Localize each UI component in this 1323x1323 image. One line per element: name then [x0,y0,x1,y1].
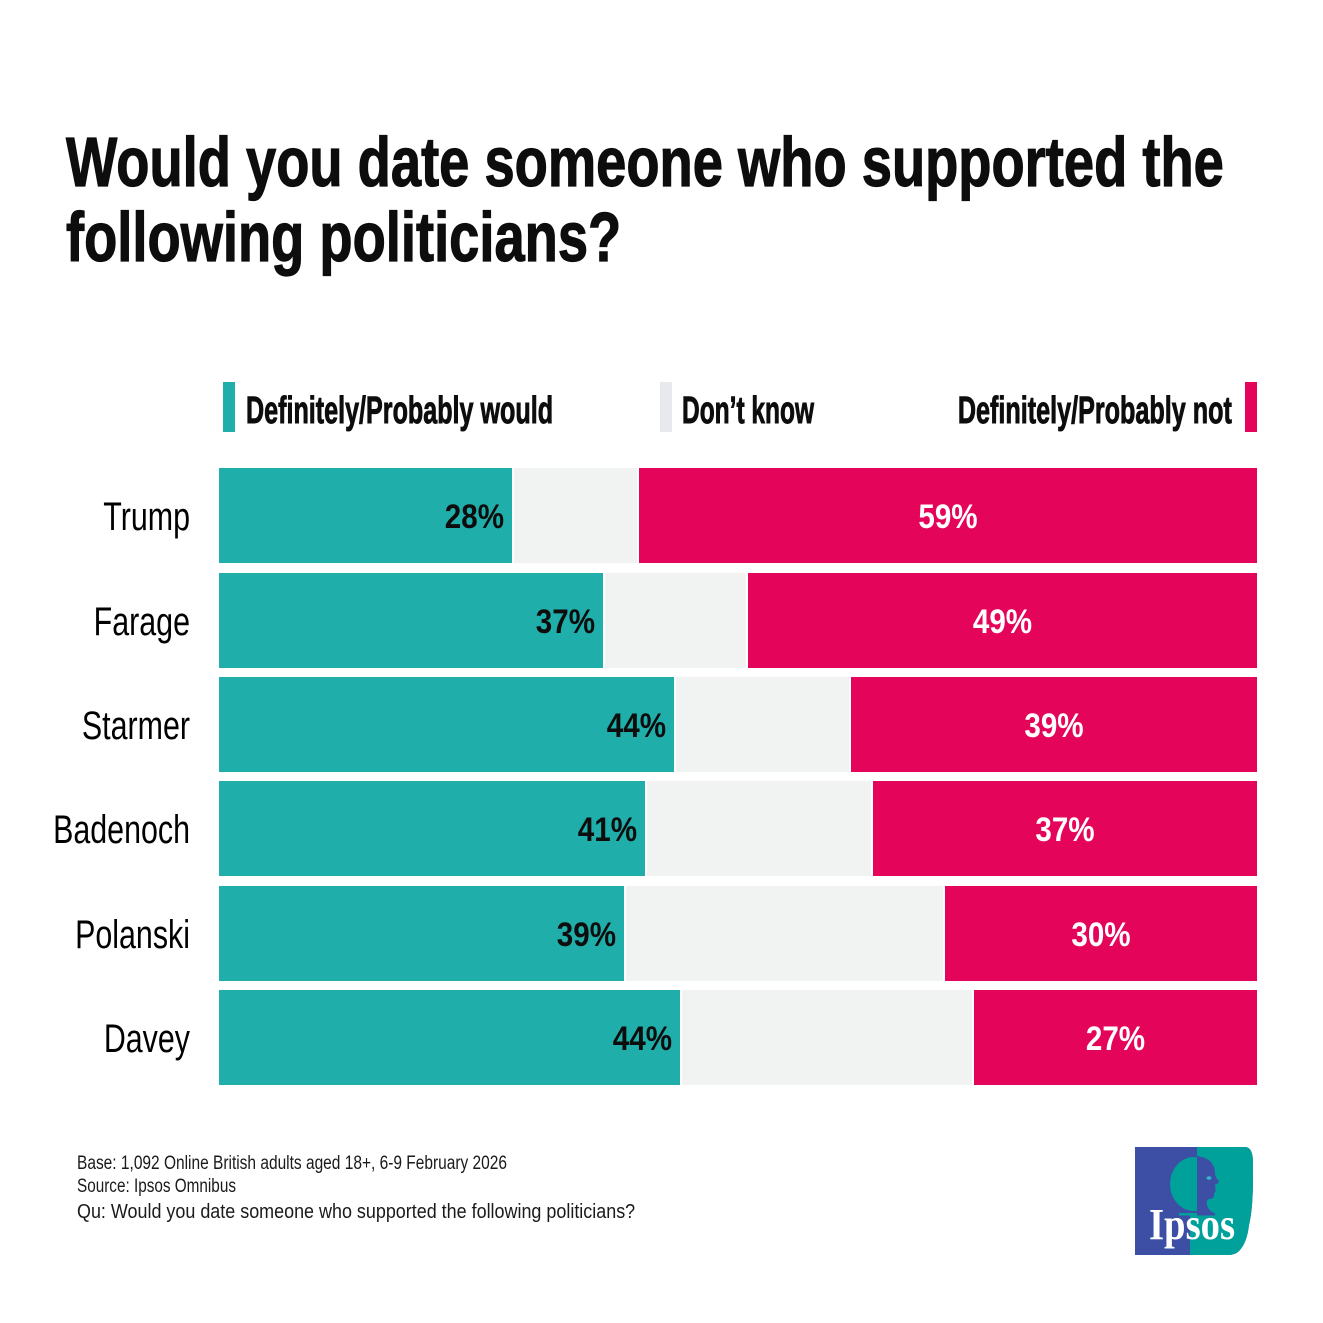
svg-text:Ipsos: Ipsos [1149,1200,1235,1249]
